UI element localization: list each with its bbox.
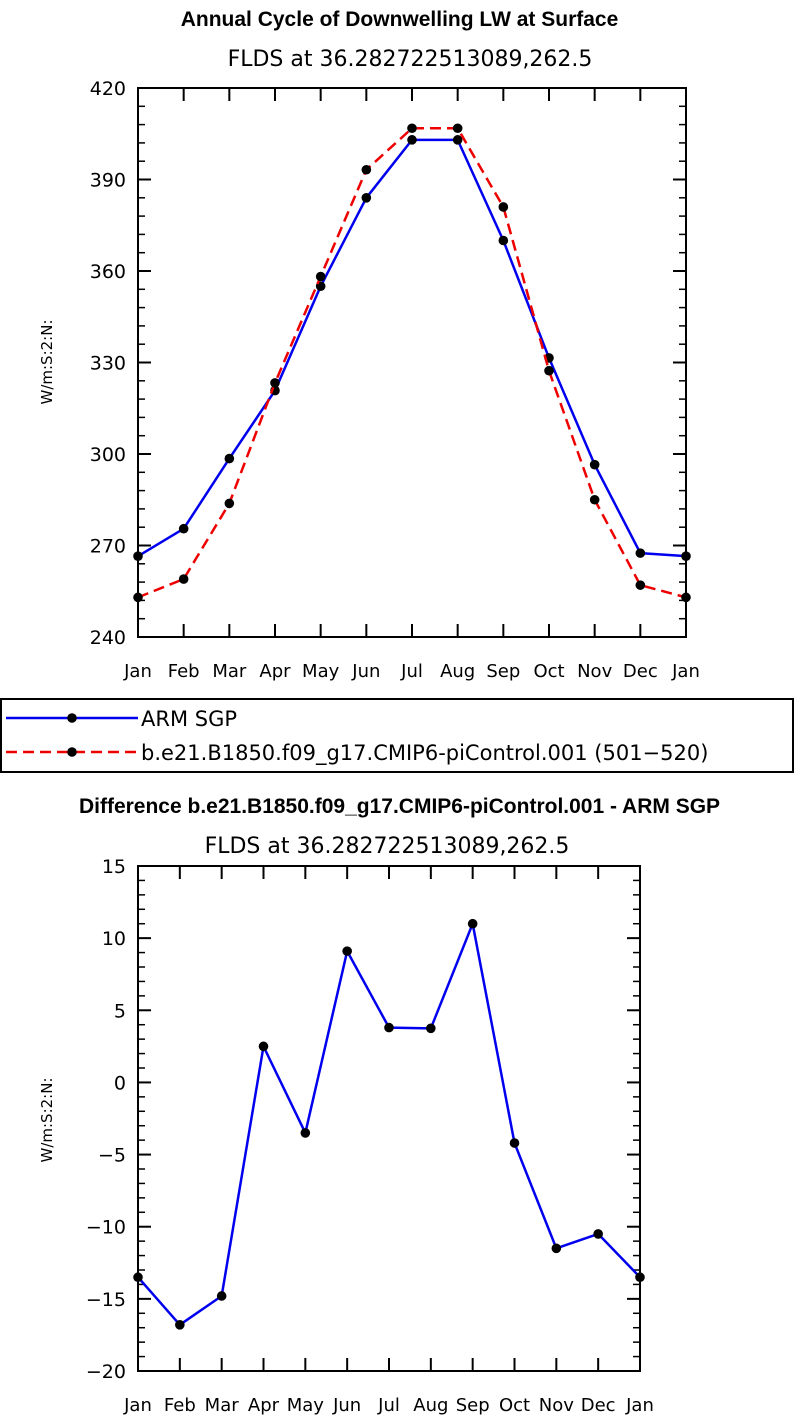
x-tick-label: May	[302, 661, 340, 682]
x-tick-label: Nov	[577, 661, 612, 682]
data-point	[133, 592, 143, 603]
x-tick-label: Apr	[259, 661, 291, 682]
series-line-1	[137, 127, 687, 599]
x-tick-label: Jan	[123, 1395, 152, 1416]
x-tick-label: Jun	[332, 1395, 361, 1416]
data-point	[426, 1023, 436, 1034]
data-point	[681, 551, 691, 561]
data-point	[178, 523, 189, 534]
legend: ARM SGP b.e21.B1850.f09_g17.CMIP6-piContr…	[0, 698, 794, 773]
data-point	[407, 123, 417, 134]
legend-label: b.e21.B1850.f09_g17.CMIP6-piControl.001 …	[141, 741, 708, 766]
data-point	[452, 123, 463, 134]
x-tick-label: Jan	[123, 661, 152, 682]
data-point	[361, 164, 372, 175]
legend-marker	[67, 713, 77, 723]
data-point	[300, 1128, 311, 1138]
x-tick-label: Sep	[486, 661, 520, 682]
chart-subtitle: FLDS at 36.282722513089,262.5	[205, 834, 570, 859]
data-point	[635, 580, 646, 590]
x-tick-label: Feb	[168, 661, 200, 682]
chart-difference: Difference b.e21.B1850.f09_g17.CMIP6-piC…	[38, 795, 720, 1416]
x-tick-label: Jul	[377, 1395, 400, 1416]
legend-label: ARM SGP	[141, 707, 237, 731]
data-point	[133, 551, 143, 561]
x-tick-label: Oct	[499, 1395, 530, 1416]
x-tick-label: Jun	[351, 661, 380, 682]
data-point	[361, 193, 372, 203]
plot-frame	[137, 87, 687, 638]
chart-title: Annual Cycle of Downwelling LW at Surfac…	[181, 8, 619, 31]
plot-frame	[137, 865, 641, 1372]
y-tick-label: −5	[98, 1145, 126, 1167]
y-tick-label: 360	[90, 261, 126, 283]
x-tick-label: Oct	[533, 661, 564, 682]
y-tick-label: −10	[86, 1217, 126, 1239]
legend-marker	[67, 747, 77, 757]
legend-box	[0, 698, 794, 773]
data-point	[315, 271, 326, 282]
y-tick-label: 240	[90, 627, 126, 649]
x-tick-label: Dec	[623, 661, 658, 682]
data-point	[681, 592, 691, 603]
data-point	[589, 494, 600, 505]
data-point	[467, 918, 478, 929]
x-tick-label: Mar	[205, 1395, 240, 1416]
x-tick-label: Mar	[212, 661, 247, 682]
data-point	[342, 946, 352, 956]
data-point	[178, 574, 189, 584]
x-tick-label: Nov	[539, 1395, 574, 1416]
x-tick-label: May	[287, 1395, 325, 1416]
y-axis-label: W/m:S:2:N:	[38, 1078, 56, 1163]
x-tick-label: Feb	[164, 1395, 196, 1416]
chart-title: Difference b.e21.B1850.f09_g17.CMIP6-piC…	[79, 795, 720, 818]
x-tick-label: Jul	[400, 661, 423, 682]
data-point	[270, 378, 280, 388]
x-tick-label: Aug	[413, 1395, 448, 1416]
data-point	[589, 459, 600, 470]
y-tick-label: 10	[102, 928, 126, 950]
data-point	[635, 548, 646, 558]
series-line-0	[137, 922, 641, 1327]
y-tick-label: 15	[102, 856, 126, 878]
data-point	[224, 498, 235, 509]
x-tick-label: Jan	[671, 661, 700, 682]
data-point	[216, 1291, 227, 1301]
y-tick-label: 300	[90, 444, 126, 466]
data-point	[452, 135, 463, 145]
data-point	[175, 1320, 185, 1330]
y-tick-label: 5	[114, 1000, 126, 1022]
x-tick-label: Jan	[625, 1395, 654, 1416]
x-tick-label: Sep	[456, 1395, 490, 1416]
x-tick-label: Aug	[440, 661, 475, 682]
data-point	[384, 1022, 394, 1033]
y-tick-label: 330	[90, 353, 126, 375]
data-point	[498, 235, 509, 246]
chart-subtitle: FLDS at 36.282722513089,262.5	[228, 47, 593, 72]
data-point	[544, 365, 554, 376]
data-point	[593, 1229, 603, 1239]
data-point	[551, 1243, 562, 1254]
x-tick-label: Apr	[248, 1395, 280, 1416]
data-point	[258, 1041, 269, 1052]
y-tick-label: 390	[90, 170, 126, 192]
data-point	[509, 1138, 520, 1148]
y-tick-label: 420	[90, 78, 126, 100]
data-point	[407, 135, 417, 145]
data-point	[224, 453, 235, 464]
y-tick-label: −15	[86, 1289, 126, 1311]
y-tick-label: 0	[114, 1072, 126, 1094]
x-tick-label: Dec	[581, 1395, 616, 1416]
y-axis-label: W/m:S:2:N:	[38, 320, 56, 405]
series-line-0	[137, 138, 687, 558]
y-tick-label: −20	[86, 1361, 126, 1383]
data-point	[133, 1272, 143, 1283]
data-point	[498, 202, 509, 212]
data-point	[635, 1272, 645, 1283]
y-tick-label: 270	[90, 536, 126, 558]
chart-annual-cycle: Annual Cycle of Downwelling LW at Surfac…	[38, 8, 700, 682]
